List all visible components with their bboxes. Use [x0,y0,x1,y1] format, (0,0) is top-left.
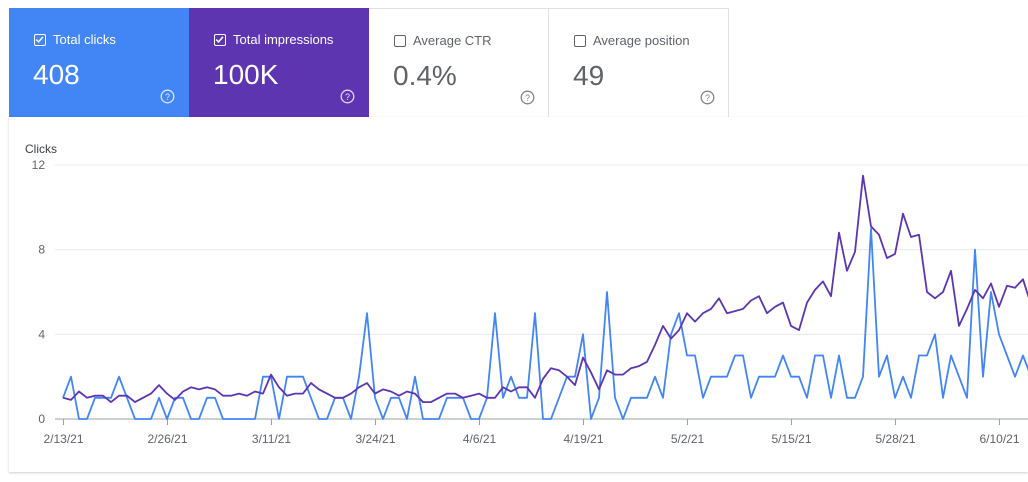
x-tick-label: 5/28/21 [875,432,915,446]
svg-text:?: ? [345,92,350,102]
x-tick-label: 2/13/21 [43,432,83,446]
y-tick-label: 4 [38,327,45,341]
help-circle-icon[interactable]: ? [520,90,535,105]
x-tick-label: 5/15/21 [771,432,811,446]
help-circle-icon[interactable]: ? [160,89,175,104]
average-position-card[interactable]: Average position 49 ? [549,8,729,117]
average-position-value: 49 [573,60,605,91]
metric-cards: Total clicks 408 ? Total impressions 100… [9,8,729,117]
checkbox-icon[interactable] [214,34,226,46]
y-tick-label: 0 [38,412,45,426]
svg-text:?: ? [525,93,530,103]
impressions-series-line [62,174,1028,403]
average-ctr-card[interactable]: Average CTR 0.4% ? [369,8,549,117]
total-clicks-label: Total clicks [53,32,116,47]
total-impressions-card[interactable]: Total impressions 100K ? [189,8,369,117]
checkbox-icon[interactable] [34,34,46,46]
total-impressions-value: 100K [213,59,279,90]
checkbox-icon[interactable] [574,35,586,47]
performance-line-chart[interactable]: Clicks 0 4 8 12 2/13/21 2/26/21 3/11/21 3/24/21 4… [9,117,1028,472]
svg-text:?: ? [165,92,170,102]
total-impressions-label: Total impressions [233,32,334,47]
x-tick-label: 3/11/21 [252,432,291,446]
total-clicks-value: 408 [33,59,80,90]
performance-chart-panel: Clicks 0 4 8 12 2/13/21 2/26/21 3/11/21 3/24/21 4… [9,117,1028,472]
average-ctr-label: Average CTR [413,33,492,48]
help-circle-icon[interactable]: ? [700,90,715,105]
y-tick-label: 12 [32,158,46,172]
y-tick-label: 8 [38,243,45,257]
average-position-label: Average position [593,33,690,48]
help-circle-icon[interactable]: ? [340,89,355,104]
x-tick-label: 6/10/21 [979,432,1019,446]
x-tick-label: 4/6/21 [463,432,497,446]
x-tick-label: 2/26/21 [147,432,187,446]
svg-text:?: ? [705,93,710,103]
checkbox-icon[interactable] [394,35,406,47]
x-tick-label: 3/24/21 [355,432,395,446]
total-clicks-card[interactable]: Total clicks 408 ? [9,8,189,117]
average-ctr-value: 0.4% [393,60,457,91]
x-tick-label: 4/19/21 [563,432,603,446]
clicks-series-line [62,227,1028,420]
y-axis-title: Clicks [25,142,57,156]
x-tick-label: 5/2/21 [671,432,705,446]
